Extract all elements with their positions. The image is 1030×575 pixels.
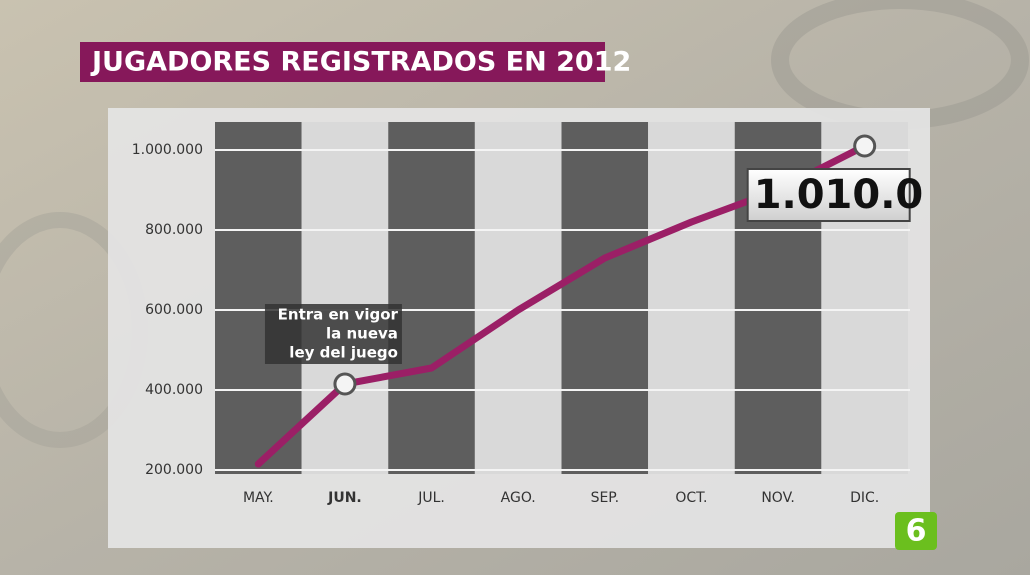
y-tick-label: 800.000 <box>145 222 203 238</box>
point-marker <box>853 134 877 158</box>
logo-box <box>895 512 937 550</box>
annotation-box <box>264 304 402 364</box>
plot: 200.000 400.000 600.000 800.000 1.000.000 MAY… <box>132 134 924 506</box>
x-tick-label: JUL. <box>417 490 445 506</box>
title-bar <box>80 42 605 82</box>
value-label-box <box>746 168 911 222</box>
annotation-text: Entra en vigor <box>278 306 399 324</box>
value-label: 1.010.0 <box>754 172 924 218</box>
column <box>215 122 302 474</box>
columns <box>215 122 908 474</box>
x-tick-label: JUN. <box>327 490 362 506</box>
x-tick-label: SEP. <box>591 490 619 506</box>
point-marker <box>333 372 357 396</box>
logo: 6 <box>906 514 927 549</box>
x-tick-label: MAY. <box>243 490 274 506</box>
y-tick-label: 400.000 <box>145 382 203 398</box>
y-tick-label: 600.000 <box>145 302 203 318</box>
x-tick-label: DIC. <box>850 490 879 506</box>
y-tick-label: 200.000 <box>145 462 203 478</box>
column <box>648 122 735 474</box>
x-tick-label: OCT. <box>675 490 707 506</box>
column <box>561 122 649 474</box>
chart-title: JUGADORES REGISTRADOS EN 2012 <box>90 47 631 78</box>
annotation-text: la nueva <box>326 325 398 343</box>
column <box>388 122 475 474</box>
y-tick-label: 1.000.000 <box>132 142 203 158</box>
annotation-text: ley del juego <box>289 344 398 362</box>
column <box>301 122 389 474</box>
column <box>474 122 562 474</box>
x-tick-label: NOV. <box>761 490 794 506</box>
x-tick-label: AGO. <box>501 490 536 506</box>
